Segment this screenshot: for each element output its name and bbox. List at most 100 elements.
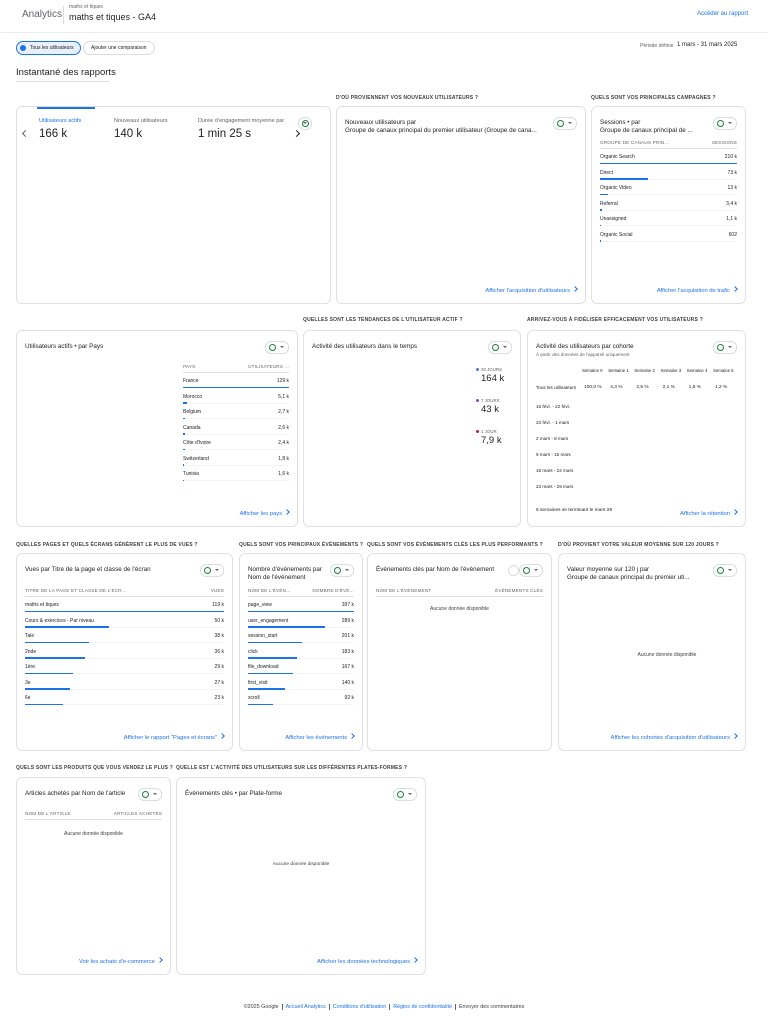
countries-table: PAYS UTILISATEURS ... France 129 k Morocco 5,… — [175, 331, 297, 526]
row-name: Cours & exercices - Par niveau — [25, 617, 94, 624]
row-name: page_view — [248, 602, 272, 608]
customize-button[interactable] — [298, 117, 312, 130]
card-link[interactable]: Afficher les événements — [285, 734, 354, 741]
customize-button[interactable] — [713, 341, 737, 354]
customize-button[interactable] — [138, 788, 162, 801]
segment-icon — [20, 45, 26, 51]
card-subtitle: Groupe de canaux principal du premier ut… — [345, 127, 537, 134]
footer-item[interactable]: Accueil Analytics — [281, 1004, 329, 1010]
property-selector[interactable]: maths et tiques - GA4 — [69, 12, 157, 22]
row-bar — [248, 672, 293, 675]
card-title: Utilisateurs actifs • par Pays — [25, 343, 104, 350]
row-value: 50 k — [214, 617, 224, 624]
card-link[interactable]: Afficher les données technologiques — [317, 958, 417, 965]
row-track — [25, 688, 224, 690]
next-button[interactable] — [292, 129, 301, 138]
row-value: 1,6 k — [278, 471, 289, 477]
date-range[interactable]: 1 mars - 31 mars 2025 — [677, 42, 738, 48]
row-name: Switzerland — [183, 455, 209, 462]
row-bar — [248, 610, 354, 613]
row-bar — [600, 209, 603, 211]
legend-value: 43 k — [481, 404, 499, 415]
section-title: D'OÙ PROVIENNENT VOS NOUVEAUX UTILISATEU… — [336, 95, 479, 101]
row-track — [248, 688, 354, 690]
customize-button[interactable] — [713, 564, 737, 577]
row-name: 1ère — [25, 664, 36, 670]
row-value: 2,6 k — [278, 424, 289, 431]
row-name: Tunisia — [183, 471, 199, 477]
row-value: 602 — [728, 231, 737, 238]
overview-card: Utilisateurs actifs 166 k Nouveaux utilisa… — [16, 106, 331, 304]
customize-button[interactable] — [553, 117, 577, 130]
row-name: 2nde — [25, 648, 37, 655]
row-value: 3,4 k — [726, 200, 737, 207]
section-title: D'OÙ PROVIENT VOTRE VALEUR MOYENNE SUR 1… — [558, 542, 719, 548]
row-bar — [248, 641, 302, 644]
row-track — [600, 178, 737, 180]
section-title: ARRIVEZ-VOUS À FIDÉLISER EFFICACEMENT VO… — [527, 317, 703, 323]
app-name: Analytics — [22, 9, 63, 20]
report-link: Accéder au rapport — [696, 11, 748, 17]
customize-button[interactable] — [519, 564, 543, 577]
empty-state: Aucune donnée disponible — [272, 862, 330, 867]
card-link[interactable]: Afficher la rétention — [680, 510, 737, 517]
row-value: 23 k — [214, 695, 224, 701]
row-bar — [600, 178, 648, 180]
filter-button[interactable] — [508, 565, 519, 576]
all-users-value: 1,6 % — [688, 385, 702, 390]
customize-button[interactable] — [488, 341, 512, 354]
row-label: 16 févr. - 22 févr. — [536, 404, 571, 409]
customize-button[interactable] — [200, 564, 224, 577]
row-name: Côte d'Ivoire — [183, 440, 211, 446]
metric-label[interactable]: Utilisateurs actifs — [39, 118, 82, 124]
all-users-value: 2,5 % — [636, 385, 649, 390]
row-label: Tous les utilisateurs — [536, 385, 577, 390]
row-name: click — [248, 648, 258, 655]
row-bar — [25, 688, 71, 690]
card-link[interactable]: Voir les achats d'e-commerce — [79, 958, 162, 965]
header-border — [0, 32, 768, 33]
metric-label[interactable]: Nouveaux utilisateurs — [114, 118, 168, 124]
cohort-card: Activité des utilisateurs par cohorte À p… — [527, 330, 746, 527]
column-header: NOMBRE D'ÉVÉ... — [312, 588, 354, 593]
customize-button[interactable] — [393, 788, 417, 801]
ltv-card: Valeur moyenne sur 120 j par Groupe de ca… — [558, 553, 746, 751]
section-title: QUELS SONT VOS PRINCIPALES CAMPAGNES ? — [591, 95, 716, 101]
card-link[interactable]: Afficher le rapport "Pages et écrans" — [124, 734, 224, 741]
campaigns-card: Sessions • par Groupe de canaux principal… — [591, 106, 746, 304]
all-users-value: 1,2 % — [715, 385, 728, 390]
legend-label[interactable]: 1 JOUR — [481, 429, 497, 434]
card-link[interactable]: Afficher les pays — [240, 510, 289, 517]
card-title: Articles achetés par Nom de l'article — [25, 790, 126, 797]
legend-label[interactable]: 7 JOURS — [481, 398, 500, 403]
segment-chip[interactable]: Tous les utilisateurs — [16, 41, 81, 55]
date-label: Période définie — [640, 43, 674, 49]
card-link[interactable]: Afficher l'acquisition d'utilisateurs — [485, 287, 577, 294]
footer-item[interactable]: Règles de confidentialité — [389, 1004, 455, 1010]
customize-button[interactable] — [265, 341, 289, 354]
footer-item[interactable]: Conditions d'utilisation — [328, 1004, 390, 1010]
divider — [63, 6, 64, 24]
prev-button[interactable] — [21, 129, 30, 138]
row-name: 3e — [25, 679, 31, 686]
metric-value: 140 k — [114, 128, 143, 140]
metric-label[interactable]: Durée d'engagement moyenne par — [198, 118, 285, 124]
compare-chip[interactable]: Ajouter une comparaison — [83, 41, 155, 55]
row-name: Morocco — [183, 393, 203, 400]
card-link[interactable]: Afficher l'acquisition de trafic — [657, 287, 737, 294]
row-label: 23 févr. - 1 mars — [536, 420, 570, 425]
card-subtitle: À partir des données de l'appareil uniqu… — [536, 352, 630, 357]
footer-item[interactable]: Envoyer des commentaires — [454, 1004, 528, 1010]
row-value: 289 k — [341, 617, 354, 624]
card-title: Activité des utilisateurs par cohorte — [536, 343, 634, 350]
row-bar — [25, 610, 224, 613]
row-track — [25, 626, 224, 628]
row-name: maths et tiques — [25, 602, 59, 608]
card-link[interactable]: Afficher les cohortes d'acquisition d'ut… — [611, 734, 737, 741]
customize-button[interactable] — [330, 564, 354, 577]
row-track — [600, 194, 737, 195]
row-value: 2,7 k — [278, 409, 289, 415]
footer: ©2025 Google Accueil Analytics Conditions … — [0, 1004, 768, 1010]
legend-label[interactable]: 30 JOURS — [481, 367, 502, 372]
customize-button[interactable] — [713, 117, 737, 130]
